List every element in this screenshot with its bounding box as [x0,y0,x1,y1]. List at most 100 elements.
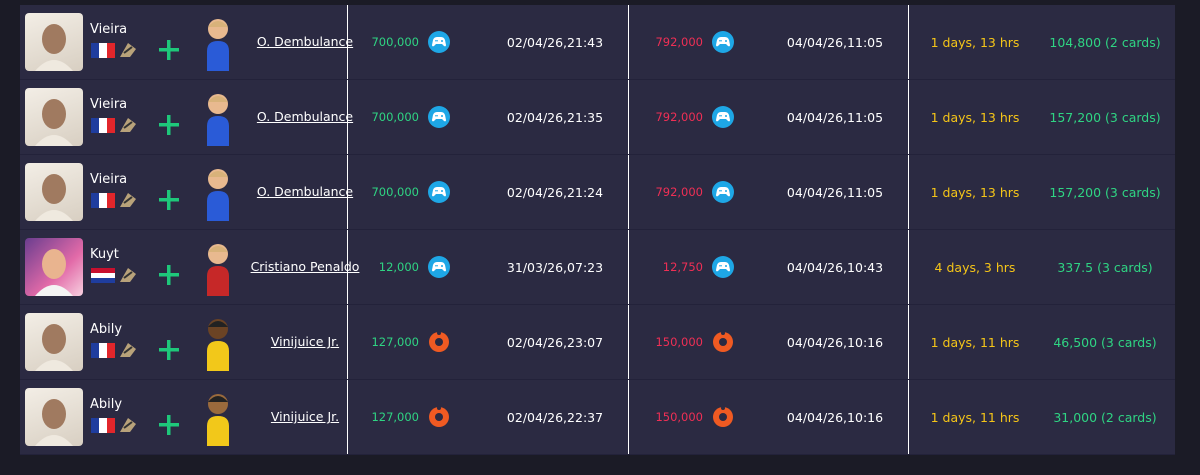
duration: 1 days, 13 hrs [930,34,1020,50]
buy-date: 02/04/26,21:35 [506,109,604,125]
plus-icon [158,264,180,286]
duration: 1 days, 11 hrs [930,334,1020,350]
duration: 4 days, 3 hrs [934,259,1016,275]
club-badge [118,341,138,359]
profit: 157,200 (3 cards) [1049,109,1161,125]
table-row: Vieira O. Dembulance 700,000 02/04/26,21:35… [20,80,1175,155]
player-card-image [25,313,83,371]
table-row: Vieira O. Dembulance 700,000 02/04/26,21:43… [20,5,1175,80]
platform-pc-icon [428,406,450,428]
buy-price: 700,000 [371,110,419,124]
profit: 104,800 (2 cards) [1049,34,1161,50]
partner-link[interactable]: Vinijuice Jr. [270,334,340,349]
player-card-image [25,163,83,221]
partner-avatar [204,90,234,148]
profit: 337.5 (3 cards) [1057,259,1153,275]
player-card-image [25,388,83,446]
buy-price: 12,000 [378,260,419,274]
profit: 157,200 (3 cards) [1049,184,1161,200]
sell-date: 04/04/26,11:05 [786,34,884,50]
buy-price: 127,000 [371,335,419,349]
partner-link[interactable]: Cristiano Penaldo [250,259,360,274]
player-name: Vieira [90,172,128,187]
duration: 1 days, 11 hrs [930,409,1020,425]
plus-icon [158,114,180,136]
club-badge [118,191,138,209]
platform-console-icon [428,181,450,203]
player-name: Vieira [90,97,128,112]
profit: 46,500 (3 cards) [1053,334,1157,350]
plus-icon [158,189,180,211]
player-name: Vieira [90,22,128,37]
player-name: Abily [90,397,123,412]
platform-console-icon [428,256,450,278]
sell-date: 04/04/26,11:05 [786,184,884,200]
player-card-image [25,13,83,71]
table-row: Abily Vinijuice Jr. 127,000 02/04/26,23:07 1… [20,305,1175,380]
partner-link[interactable]: O. Dembulance [256,109,354,124]
platform-console-icon [712,31,734,53]
club-badge [118,416,138,434]
buy-date: 02/04/26,22:37 [506,409,604,425]
nation-flag [91,343,115,358]
buy-price: 700,000 [371,185,419,199]
plus-icon [158,414,180,436]
partner-avatar [204,390,234,448]
table-row: Kuyt Cristiano Penaldo 12,000 31/03/26,07:2… [20,230,1175,305]
platform-console-icon [428,106,450,128]
plus-icon [158,339,180,361]
nation-flag [91,418,115,433]
partner-avatar [204,315,234,373]
club-badge [118,41,138,59]
platform-console-icon [712,181,734,203]
nation-flag [91,193,115,208]
sell-date: 04/04/26,10:43 [786,259,884,275]
nation-flag [91,43,115,58]
partner-avatar [204,240,234,298]
player-name: Kuyt [90,247,119,262]
platform-pc-icon [428,331,450,353]
player-name: Abily [90,322,123,337]
table-row: Abily Vinijuice Jr. 127,000 02/04/26,22:37 1… [20,380,1175,455]
club-badge [118,266,138,284]
buy-date: 02/04/26,21:43 [506,34,604,50]
sell-price: 150,000 [655,335,703,349]
sell-date: 04/04/26,10:16 [786,409,884,425]
sell-date: 04/04/26,10:16 [786,334,884,350]
partner-avatar [204,165,234,223]
divider [908,5,909,455]
duration: 1 days, 13 hrs [930,109,1020,125]
player-card-image [25,88,83,146]
platform-console-icon [428,31,450,53]
sell-price: 12,750 [662,260,703,274]
partner-avatar [204,15,234,73]
nation-flag [91,118,115,133]
sell-date: 04/04/26,11:05 [786,109,884,125]
table-row: Vieira O. Dembulance 700,000 02/04/26,21:24… [20,155,1175,230]
nation-flag [91,268,115,283]
profit: 31,000 (2 cards) [1053,409,1157,425]
plus-icon [158,39,180,61]
buy-date: 31/03/26,07:23 [506,259,604,275]
sell-price: 792,000 [655,35,703,49]
partner-link[interactable]: Vinijuice Jr. [270,409,340,424]
duration: 1 days, 13 hrs [930,184,1020,200]
divider [347,5,348,455]
platform-pc-icon [712,406,734,428]
platform-console-icon [712,106,734,128]
sell-price: 792,000 [655,185,703,199]
platform-pc-icon [712,331,734,353]
buy-price: 700,000 [371,35,419,49]
trades-table: Vieira O. Dembulance 700,000 02/04/26,21:43… [20,5,1175,455]
buy-date: 02/04/26,23:07 [506,334,604,350]
buy-price: 127,000 [371,410,419,424]
partner-link[interactable]: O. Dembulance [256,184,354,199]
partner-link[interactable]: O. Dembulance [256,34,354,49]
divider [628,5,629,455]
buy-date: 02/04/26,21:24 [506,184,604,200]
club-badge [118,116,138,134]
platform-console-icon [712,256,734,278]
player-card-image [25,238,83,296]
sell-price: 150,000 [655,410,703,424]
